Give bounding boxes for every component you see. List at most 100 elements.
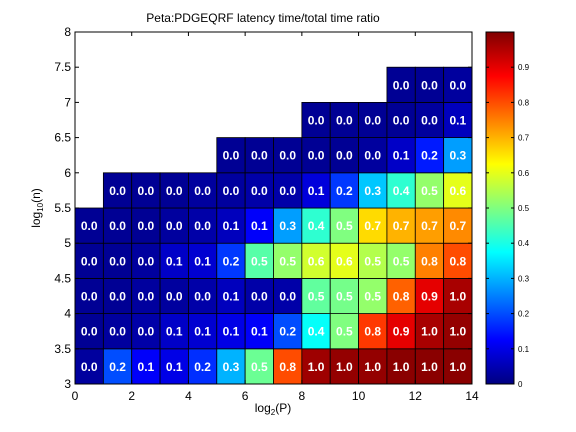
heatmap-cell — [414, 313, 445, 350]
heatmap-cell — [216, 313, 246, 350]
y-tick-label: 3 — [64, 377, 71, 391]
cell-value-label: 0.0 — [81, 290, 98, 304]
cell-value-label: 0.5 — [364, 254, 381, 268]
cell-value-label: 0.0 — [279, 184, 296, 198]
heatmap-cell — [216, 137, 246, 174]
cell-value-label: 0.0 — [393, 78, 410, 92]
heatmap-cell — [273, 207, 303, 244]
cell-value-label: 0.0 — [166, 290, 183, 304]
heatmap-cell — [188, 172, 218, 209]
cell-value-label: 1.0 — [421, 360, 438, 374]
cell-value-label: 0.6 — [336, 254, 353, 268]
colorbar-ticks: 0 0.1 0.2 0.3 0.4 0.5 0.6 0.7 0.8 0.9 — [486, 63, 530, 389]
cell-value-label: 0.1 — [223, 290, 240, 304]
cell-value-label: 0.0 — [251, 149, 268, 163]
heatmap-cell — [443, 277, 473, 314]
cell-value-label: 0.2 — [279, 325, 296, 339]
x-tick-label: 4 — [185, 389, 192, 403]
cell-value-label: 1.0 — [421, 325, 438, 339]
cell-value-label: 0.2 — [421, 149, 438, 163]
cell-value-label: 0.0 — [109, 290, 126, 304]
heatmap-cell — [131, 348, 161, 385]
heatmap-cell — [301, 172, 331, 209]
cell-value-label: 0.5 — [364, 290, 381, 304]
heatmap-cell — [244, 277, 274, 314]
cell-value-label: 0.1 — [166, 254, 183, 268]
cell-value-label: 0.5 — [336, 290, 353, 304]
cell-value-label: 0.8 — [279, 360, 296, 374]
y-tick-label: 7 — [64, 95, 71, 109]
cell-value-label: 0.0 — [81, 219, 98, 233]
cell-value-label: 0.2 — [194, 360, 211, 374]
cell-value-label: 1.0 — [393, 360, 410, 374]
y-tick-label: 4.5 — [54, 271, 71, 285]
cell-value-label: 0.4 — [308, 325, 325, 339]
cell-value-label: 1.0 — [364, 360, 381, 374]
x-tick-label: 6 — [242, 389, 249, 403]
cell-value-label: 0.0 — [138, 219, 155, 233]
cell-value-label: 0.7 — [449, 219, 466, 233]
cell-value-label: 0.0 — [194, 290, 211, 304]
cell-value-label: 1.0 — [308, 360, 325, 374]
cell-value-label: 0.2 — [336, 184, 353, 198]
colorbar-tick-label: 0 — [518, 380, 523, 389]
heatmap-cell — [244, 207, 274, 244]
cell-value-label: 0.8 — [393, 290, 410, 304]
heatmap-cell — [244, 172, 274, 209]
chart-title: Peta:PDGEQRF latency time/total time rat… — [146, 11, 380, 25]
cell-value-label: 0.0 — [194, 219, 211, 233]
cell-value-label: 0.0 — [109, 219, 126, 233]
heatmap-cell — [159, 277, 189, 314]
cell-value-label: 0.0 — [421, 114, 438, 128]
cell-value-label: 0.7 — [364, 219, 381, 233]
cell-value-label: 0.3 — [223, 360, 240, 374]
x-tick-label: 10 — [352, 389, 366, 403]
cell-value-label: 0.0 — [449, 78, 466, 92]
x-tick-label: 0 — [72, 389, 79, 403]
y-axis-label: log10(n) — [29, 188, 45, 228]
cell-value-label: 0.0 — [166, 184, 183, 198]
cell-value-label: 0.3 — [279, 219, 296, 233]
heatmap-cell — [102, 207, 133, 244]
colorbar-tick-label: 0.6 — [518, 169, 530, 178]
heatmap-cell — [414, 207, 445, 244]
heatmap-cell — [443, 137, 473, 174]
heatmap-cell — [329, 172, 359, 209]
colorbar-tick-label: 0.1 — [518, 345, 530, 354]
cell-value-label: 0.5 — [336, 325, 353, 339]
cell-value-label: 0.8 — [421, 254, 438, 268]
cell-value-label: 0.4 — [393, 184, 410, 198]
heatmap-cell — [386, 242, 416, 279]
cell-value-label: 0.6 — [308, 254, 325, 268]
heatmap-cell — [131, 242, 161, 279]
cell-value-label: 0.1 — [223, 325, 240, 339]
heatmap-cell — [244, 348, 274, 385]
cell-value-label: 1.0 — [449, 325, 466, 339]
colorbar-tick-label: 0.7 — [518, 134, 530, 143]
x-tick-label: 2 — [128, 389, 135, 403]
heatmap-cell — [301, 348, 331, 385]
cell-value-label: 0.5 — [336, 219, 353, 233]
cell-value-label: 0.0 — [308, 149, 325, 163]
heatmap-cells: 0.0 0.2 0.1 0.1 0.2 0.3 0.5 0.8 1.0 1.0 1.0 1.0 1.0 1… — [74, 66, 473, 385]
heatmap-cell — [414, 102, 445, 139]
cell-value-label: 0.5 — [393, 254, 410, 268]
cell-value-label: 0.2 — [109, 360, 126, 374]
cell-value-label: 0.8 — [364, 325, 381, 339]
cell-value-label: 0.8 — [449, 254, 466, 268]
cell-value-label: 0.5 — [279, 254, 296, 268]
cell-value-label: 0.1 — [138, 360, 155, 374]
heatmap-cell — [329, 137, 359, 174]
cell-value-label: 1.0 — [336, 360, 353, 374]
colorbar — [486, 32, 514, 384]
heatmap-cell — [159, 207, 189, 244]
y-tick-label: 6.5 — [54, 131, 71, 145]
heatmap-cell — [414, 172, 445, 209]
cell-value-label: 0.6 — [449, 184, 466, 198]
cell-value-label: 0.5 — [251, 254, 268, 268]
cell-value-label: 0.9 — [393, 325, 410, 339]
heatmap-cell — [443, 172, 473, 209]
y-tick-label: 7.5 — [54, 60, 71, 74]
heatmap-cell — [443, 207, 473, 244]
